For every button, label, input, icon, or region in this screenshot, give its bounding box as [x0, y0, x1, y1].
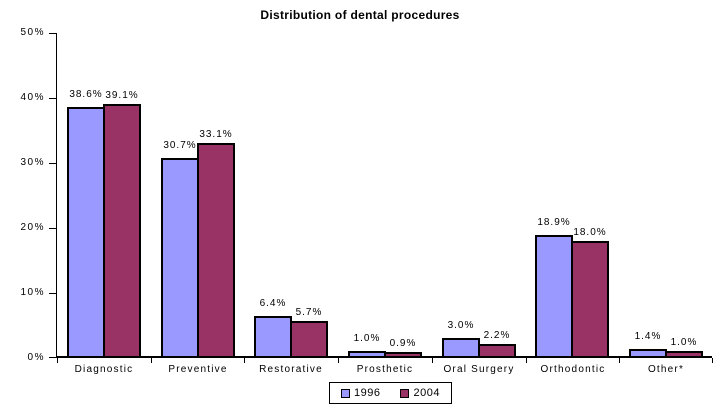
x-axis-tick — [338, 358, 339, 363]
data-label-1996: 6.4% — [259, 298, 287, 309]
x-axis-tick — [151, 358, 152, 363]
data-label-2004: 1.0% — [670, 337, 698, 348]
bar-2004-restorative — [290, 321, 328, 358]
y-axis-tick — [49, 357, 56, 358]
bar-1996-restorative — [254, 316, 292, 358]
x-axis-tick — [244, 358, 245, 363]
data-label-1996: 3.0% — [447, 320, 475, 331]
bar-2004-orthodontic — [571, 241, 609, 358]
data-label-2004: 33.1% — [199, 129, 233, 140]
category-label: Other* — [647, 364, 685, 375]
bar-2004-prosthetic — [384, 352, 422, 358]
bar-2004-diagnostic — [103, 104, 141, 358]
data-label-2004: 18.0% — [573, 227, 607, 238]
y-axis-tick — [49, 98, 56, 99]
x-axis-tick — [57, 358, 58, 363]
legend-label-1996: 1996 — [354, 387, 381, 399]
category-label: Orthodontic — [540, 364, 606, 375]
legend-item-2004: 2004 — [400, 387, 439, 399]
data-label-1996: 1.0% — [353, 333, 381, 344]
y-axis-label: 50% — [20, 27, 45, 38]
bar-1996-diagnostic — [67, 107, 105, 358]
data-label-2004: 39.1% — [105, 90, 139, 101]
plot-area: 0% 10% 20% 30% 40% 50% Diagnostic Preventive Res… — [20, 27, 713, 375]
y-axis-label: 30% — [20, 157, 45, 168]
y-axis-label: 0% — [27, 352, 45, 363]
data-label-1996: 38.6% — [69, 89, 103, 100]
legend: 1996 2004 — [329, 382, 452, 404]
y-axis-label: 20% — [20, 222, 45, 233]
category-label: Diagnostic — [74, 364, 134, 375]
y-axis-tick — [49, 33, 56, 34]
x-axis-tick — [619, 358, 620, 363]
y-axis-tick — [49, 228, 56, 229]
x-axis-tick — [712, 358, 713, 363]
data-label-2004: 0.9% — [389, 338, 417, 349]
data-label-1996: 1.4% — [634, 331, 662, 342]
chart-title: Distribution of dental procedures — [260, 8, 460, 22]
y-axis-tick — [49, 163, 56, 164]
bar-1996-prosthetic — [348, 351, 386, 358]
x-axis-tick — [432, 358, 433, 363]
y-axis-label: 40% — [20, 92, 45, 103]
category-label: Oral Surgery — [443, 364, 515, 375]
x-axis-tick — [526, 358, 527, 363]
legend-swatch-2004 — [400, 388, 410, 398]
bar-1996-orthodontic — [535, 235, 573, 358]
category-label: Restorative — [259, 364, 323, 375]
y-axis-label: 10% — [20, 287, 45, 298]
legend-swatch-1996 — [341, 388, 350, 398]
data-label-1996: 30.7% — [163, 140, 197, 151]
category-label: Preventive — [168, 364, 228, 375]
bar-2004-oral-surgery — [478, 344, 516, 358]
bar-1996-preventive — [161, 158, 199, 358]
legend-item-1996: 1996 — [341, 387, 380, 399]
data-label-2004: 2.2% — [483, 330, 511, 341]
data-label-1996: 18.9% — [537, 217, 571, 228]
bar-2004-other- — [665, 351, 703, 358]
data-label-2004: 5.7% — [295, 307, 323, 318]
legend-label-2004: 2004 — [413, 387, 440, 399]
bar-1996-other- — [629, 349, 667, 358]
y-axis-tick — [49, 293, 56, 294]
bar-2004-preventive — [197, 143, 235, 358]
category-label: Prosthetic — [356, 364, 414, 375]
